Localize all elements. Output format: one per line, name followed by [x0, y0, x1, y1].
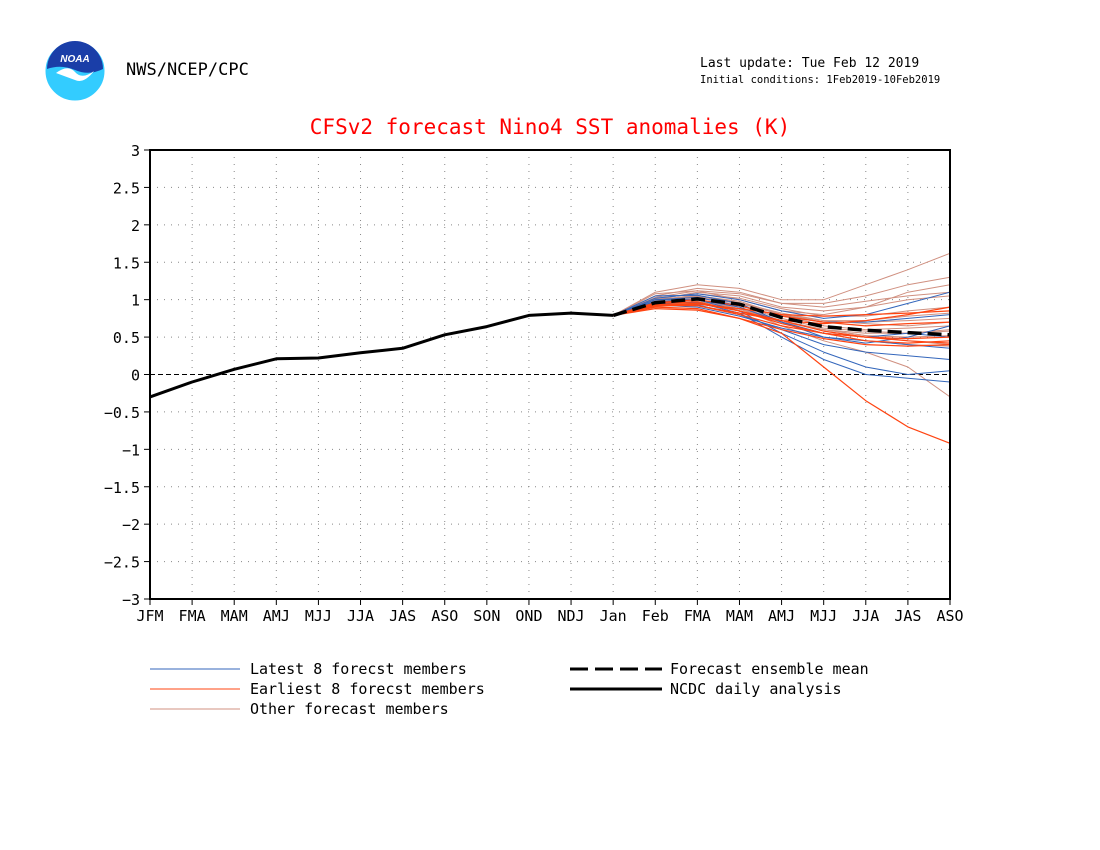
noaa-logo-gull-icon	[56, 68, 94, 81]
x-tick-label: Feb	[642, 607, 669, 625]
y-tick-label: −0.5	[104, 404, 140, 422]
x-tick-label: JAS	[894, 607, 921, 625]
legend-earliest-label: Earliest 8 forecst members	[250, 680, 485, 698]
x-tick-label: MJJ	[810, 607, 837, 625]
earliest-series-line	[613, 306, 951, 444]
x-tick-label: FMA	[684, 607, 711, 625]
earliest-members	[613, 299, 951, 444]
earliest-series-line	[613, 303, 951, 317]
x-tick-label: MJJ	[305, 607, 332, 625]
x-tick-label: OND	[515, 607, 542, 625]
y-tick-label: 1.5	[113, 254, 140, 272]
y-tick-label: −1	[122, 441, 140, 459]
mean-series-line	[612, 297, 951, 337]
noaa-logo: NOAA	[44, 40, 106, 102]
x-tick-label: JJA	[852, 607, 879, 625]
y-axis-ticks: 3 2.5 2 1.5 1 0.5 0 −0.5 −1 −1.5 −2 −2.5 −3	[104, 142, 150, 609]
legend-latest-label: Latest 8 forecst members	[250, 660, 467, 678]
y-tick-label: 2.5	[113, 179, 140, 197]
x-tick-label: FMA	[179, 607, 206, 625]
agency-label: NWS/NCEP/CPC	[126, 60, 249, 80]
x-tick-label: JAS	[389, 607, 416, 625]
x-tick-label: JJA	[347, 607, 374, 625]
y-tick-label: 1	[131, 292, 140, 310]
x-axis-ticks: JFM FMA MAM AMJ MJJ JJA JAS ASO SON OND NDJ Jan Feb F…	[136, 599, 964, 625]
other-series-line	[612, 252, 951, 316]
x-tick-label: ASO	[431, 607, 458, 625]
legend-mean-label: Forecast ensemble mean	[670, 660, 869, 678]
y-tick-label: −3	[122, 591, 140, 609]
legend-other-label: Other forecast members	[250, 700, 449, 718]
noaa-logo-top	[47, 41, 103, 73]
y-tick-label: −2.5	[104, 554, 140, 572]
y-tick-label: 3	[131, 142, 140, 160]
chart-title: CFSv2 forecast Nino4 SST anomalies (K)	[310, 115, 790, 139]
x-tick-label: SON	[473, 607, 500, 625]
last-update-label: Last update: Tue Feb 12 2019	[700, 56, 920, 71]
x-tick-label: JFM	[136, 607, 163, 625]
analysis-series-line	[149, 311, 614, 399]
initial-conditions-label: Initial conditions: 1Feb2019-10Feb2019	[700, 74, 941, 86]
y-tick-label: 0	[131, 367, 140, 385]
x-tick-label: Jan	[600, 607, 627, 625]
earliest-series-line	[613, 308, 951, 347]
y-tick-label: −1.5	[104, 479, 140, 497]
y-tick-label: 0.5	[113, 329, 140, 347]
legend: Latest 8 forecst members Earliest 8 fore…	[150, 660, 869, 718]
x-tick-label: AMJ	[263, 607, 290, 625]
x-tick-label: AMJ	[768, 607, 795, 625]
x-tick-label: MAM	[221, 607, 248, 625]
earliest-series-line	[613, 303, 951, 344]
y-tick-label: −2	[122, 516, 140, 534]
earliest-series-line	[613, 301, 951, 340]
x-tick-label: NDJ	[558, 607, 585, 625]
x-tick-label: MAM	[726, 607, 753, 625]
y-tick-label: 2	[131, 217, 140, 235]
analysis-and-mean	[149, 297, 951, 399]
latest-series-line	[613, 291, 951, 319]
x-tick-label: ASO	[936, 607, 963, 625]
noaa-logo-text: NOAA	[60, 54, 89, 65]
legend-analysis-label: NCDC daily analysis	[670, 680, 842, 698]
